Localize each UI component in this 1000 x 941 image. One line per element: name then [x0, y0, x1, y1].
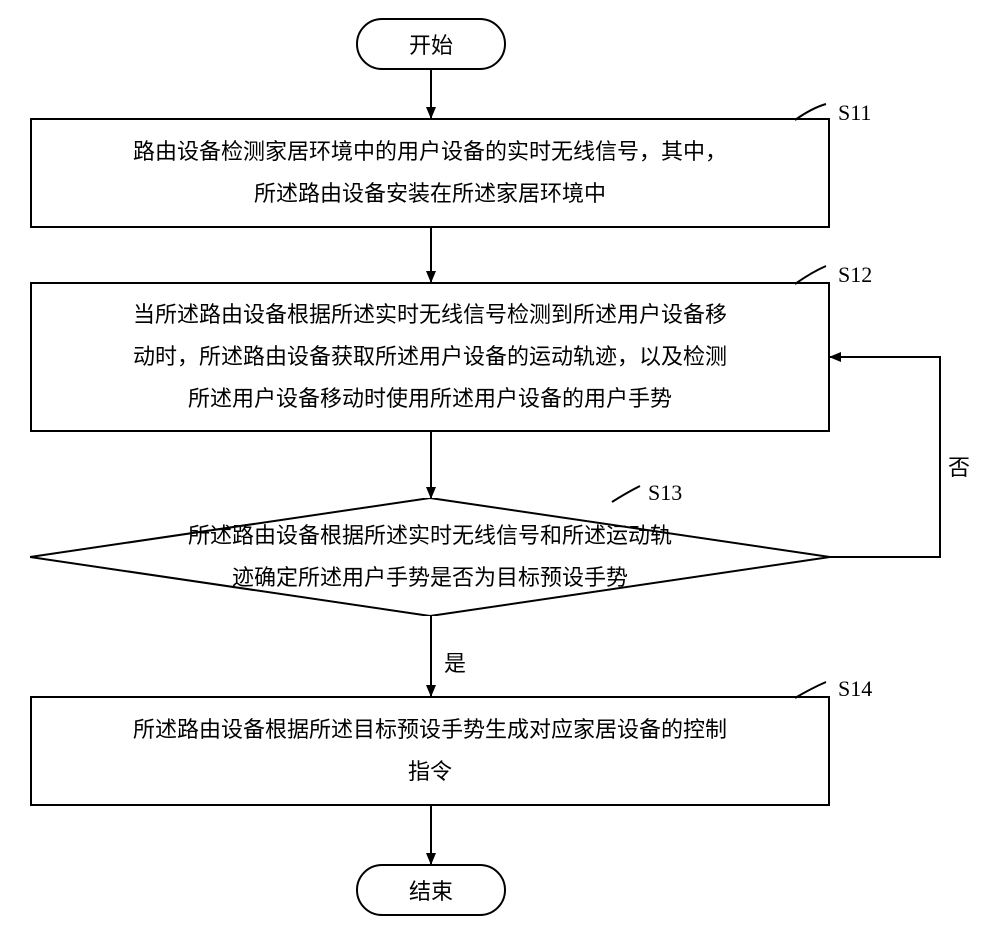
s14-line2: 指令	[52, 751, 808, 793]
edge-label-no: 否	[948, 450, 970, 482]
s12-line1: 当所述路由设备根据所述实时无线信号检测到所述用户设备移	[52, 294, 808, 336]
step-label-s12: S12	[838, 262, 872, 288]
s11-line1: 路由设备检测家居环境中的用户设备的实时无线信号，其中，	[52, 131, 808, 173]
start-node: 开始	[356, 18, 506, 70]
step-label-s14: S14	[838, 676, 872, 702]
step-label-s13: S13	[648, 480, 682, 506]
s13-line1: 所述路由设备根据所述实时无线信号和所述运动轨	[188, 515, 672, 557]
end-node: 结束	[356, 864, 506, 916]
process-s14: 所述路由设备根据所述目标预设手势生成对应家居设备的控制 指令	[30, 696, 830, 806]
s12-line2: 动时，所述路由设备获取所述用户设备的运动轨迹，以及检测	[52, 336, 808, 378]
decision-s13: 所述路由设备根据所述实时无线信号和所述运动轨 迹确定所述用户手势是否为目标预设手…	[30, 498, 830, 616]
process-s11: 路由设备检测家居环境中的用户设备的实时无线信号，其中， 所述路由设备安装在所述家…	[30, 118, 830, 228]
step-label-s11: S11	[838, 100, 871, 126]
s12-line3: 所述用户设备移动时使用所述用户设备的用户手势	[52, 378, 808, 420]
s11-line2: 所述路由设备安装在所述家居环境中	[52, 173, 808, 215]
edge-label-yes: 是	[444, 646, 466, 678]
flowchart-canvas: 开始 路由设备检测家居环境中的用户设备的实时无线信号，其中， 所述路由设备安装在…	[0, 0, 1000, 941]
process-s12: 当所述路由设备根据所述实时无线信号检测到所述用户设备移 动时，所述路由设备获取所…	[30, 282, 830, 432]
s13-line2: 迹确定所述用户手势是否为目标预设手势	[188, 557, 672, 599]
s14-line1: 所述路由设备根据所述目标预设手势生成对应家居设备的控制	[52, 709, 808, 751]
start-label: 开始	[409, 28, 453, 60]
end-label: 结束	[409, 874, 453, 906]
